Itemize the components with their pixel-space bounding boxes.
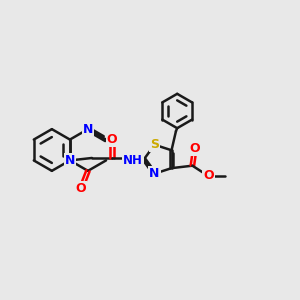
Text: O: O (190, 142, 200, 154)
Text: N: N (83, 123, 93, 136)
Text: O: O (203, 169, 214, 182)
Text: O: O (76, 182, 86, 195)
Text: S: S (150, 138, 159, 151)
Text: O: O (107, 133, 117, 146)
Text: N: N (149, 167, 160, 180)
Text: N: N (65, 154, 75, 167)
Text: NH: NH (123, 154, 143, 167)
